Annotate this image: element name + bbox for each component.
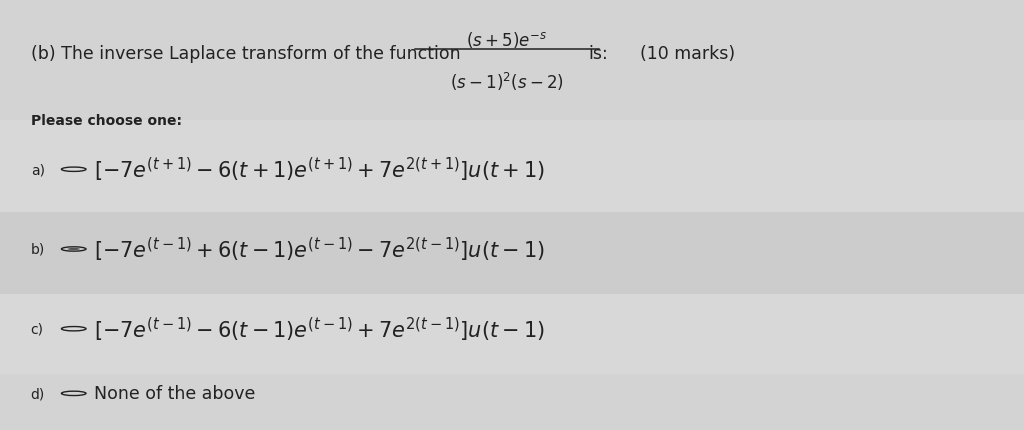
Text: is:: is: — [589, 45, 608, 63]
Text: $[-7e^{(t+1)} - 6(t+1)e^{(t+1)} + 7e^{2(t+1)}]u(t+1)$: $[-7e^{(t+1)} - 6(t+1)e^{(t+1)} + 7e^{2(… — [94, 156, 545, 184]
Text: (10 marks): (10 marks) — [640, 45, 735, 63]
Text: a): a) — [31, 163, 45, 177]
Text: $[-7e^{(t-1)} - 6(t-1)e^{(t-1)} + 7e^{2(t-1)}]u(t-1)$: $[-7e^{(t-1)} - 6(t-1)e^{(t-1)} + 7e^{2(… — [94, 315, 545, 343]
Text: $(s+5)e^{-s}$: $(s+5)e^{-s}$ — [466, 30, 548, 50]
Text: $(s-1)^2(s-2)$: $(s-1)^2(s-2)$ — [450, 71, 564, 93]
Text: Please choose one:: Please choose one: — [31, 114, 181, 128]
Text: c): c) — [31, 322, 44, 336]
Text: d): d) — [31, 387, 45, 400]
Ellipse shape — [68, 248, 80, 251]
Text: None of the above: None of the above — [94, 384, 256, 402]
Bar — [0, 120, 1024, 213]
Bar — [0, 213, 1024, 295]
Text: (b) The inverse Laplace transform of the function: (b) The inverse Laplace transform of the… — [31, 45, 461, 63]
Bar — [0, 295, 1024, 374]
Text: $[-7e^{(t-1)} + 6(t-1)e^{(t-1)} - 7e^{2(t-1)}]u(t-1)$: $[-7e^{(t-1)} + 6(t-1)e^{(t-1)} - 7e^{2(… — [94, 235, 545, 264]
Text: b): b) — [31, 243, 45, 256]
